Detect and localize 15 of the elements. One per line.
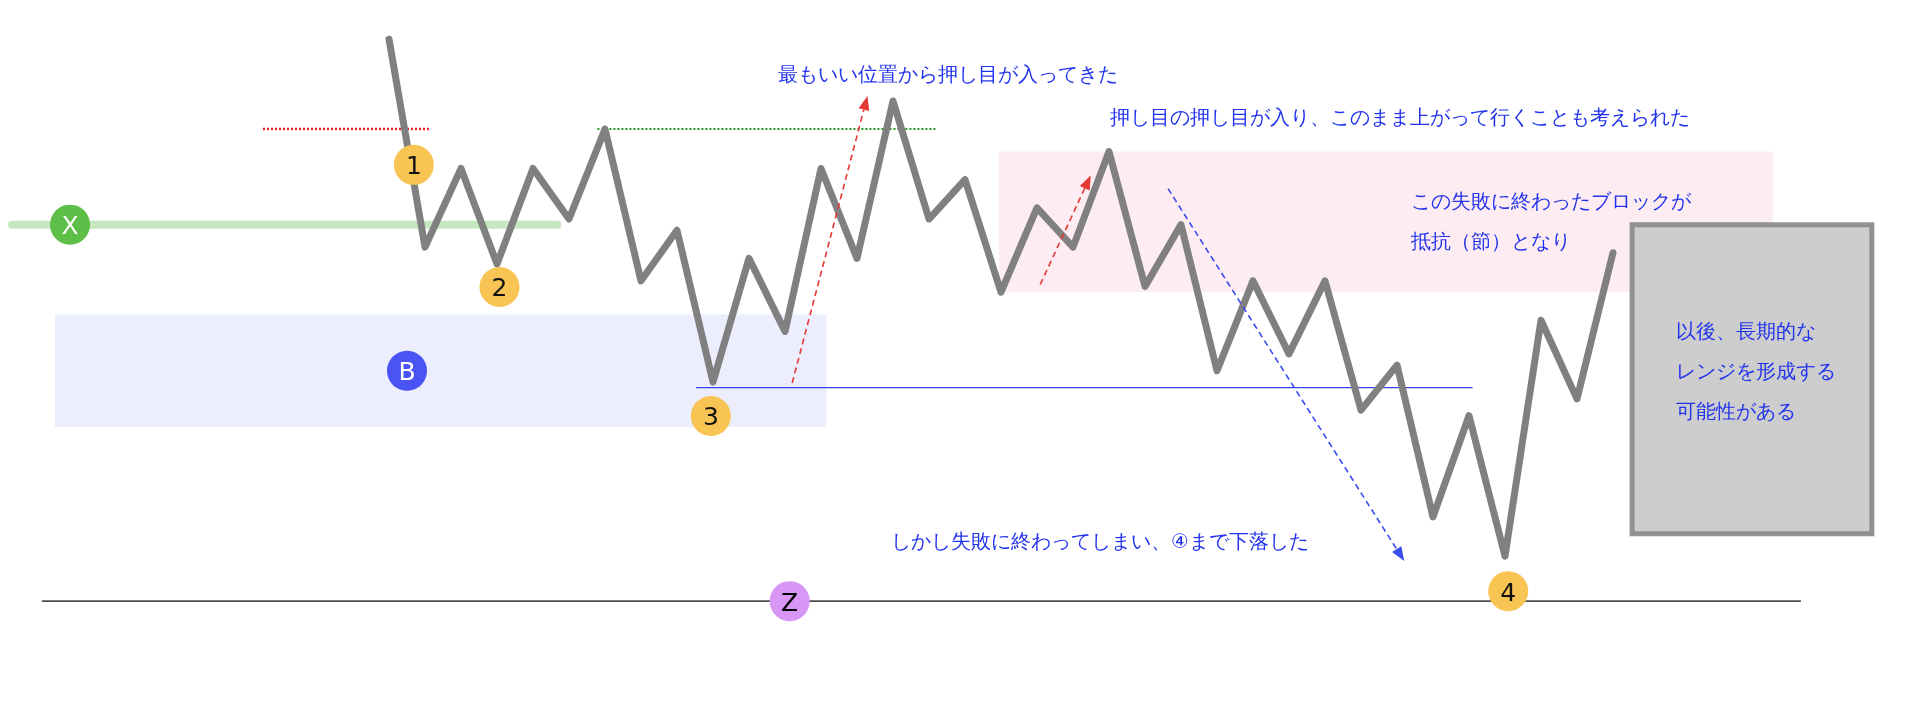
band-label: B	[398, 357, 416, 387]
annotation: 押し目の押し目が入り、このまま上がって行くことも考えられた	[1110, 105, 1690, 129]
annotation: 2	[491, 273, 508, 303]
annotation: 1	[405, 151, 422, 181]
annotation: 最もいい位置から押し目が入ってきた	[778, 61, 1118, 86]
annotation: この失敗に終わったブロックが	[1411, 189, 1692, 213]
annotation: 3	[702, 402, 719, 432]
annotation: 4	[1500, 577, 1517, 607]
annotation: しかし失敗に終わってしまい、④まで下落した	[891, 529, 1309, 553]
annotation: レンジを形成する	[1676, 359, 1836, 383]
annotation: 可能性がある	[1676, 399, 1796, 423]
annotation: 抵抗（節）となり	[1410, 229, 1571, 253]
annotation: 以後、長期的な	[1676, 319, 1816, 343]
ref-line-label: Z	[781, 587, 799, 617]
ref-line-label: X	[61, 211, 79, 241]
